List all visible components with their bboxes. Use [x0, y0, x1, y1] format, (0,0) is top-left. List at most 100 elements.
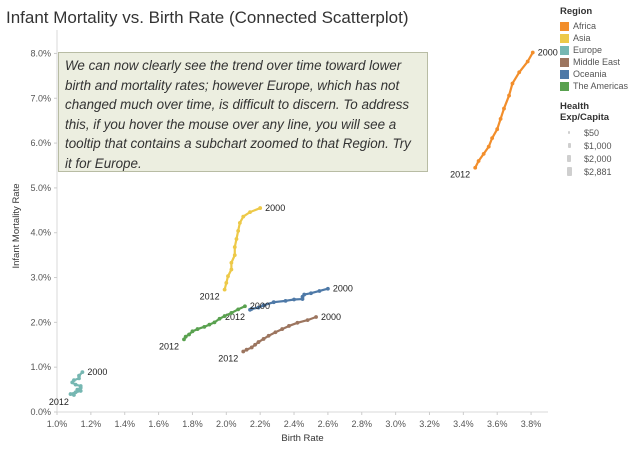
data-point-middle-east — [287, 324, 291, 328]
y-tick-label: 7.0% — [30, 93, 51, 103]
data-point-asia — [229, 260, 234, 265]
data-point-asia — [236, 229, 241, 233]
legend-item[interactable]: Asia — [560, 32, 640, 44]
data-point-middle-east — [273, 330, 278, 335]
x-tick-label: 3.4% — [453, 419, 474, 429]
legend-item[interactable]: Oceania — [560, 68, 640, 80]
data-point-europe — [77, 373, 81, 378]
data-point-europe — [78, 385, 83, 390]
x-tick-label: 3.0% — [385, 419, 406, 429]
size-legend-mark — [560, 167, 578, 176]
x-tick-label: 2.2% — [250, 419, 271, 429]
data-point-the-americas — [236, 307, 241, 312]
annotation-box: We can now clearly see the trend over ti… — [58, 52, 428, 172]
data-point-asia — [222, 287, 227, 292]
y-axis-title: Infant Mortality Rate — [11, 183, 22, 268]
data-point-europe — [72, 393, 76, 397]
y-tick-label: 8.0% — [30, 48, 51, 58]
legend-swatch — [560, 69, 569, 79]
data-point-africa — [507, 93, 511, 98]
size-legend-mark — [560, 143, 578, 148]
legend-label: Africa — [573, 21, 597, 31]
data-point-asia — [237, 220, 242, 225]
data-point-middle-east — [244, 347, 249, 352]
data-point-the-americas — [222, 314, 227, 318]
legend-item[interactable]: Europe — [560, 44, 640, 56]
data-point-oceania — [300, 297, 305, 301]
data-point-middle-east — [266, 333, 271, 338]
legend-item[interactable]: Middle East — [560, 56, 640, 68]
legend-label: Oceania — [573, 69, 607, 79]
data-point-africa — [530, 50, 535, 55]
data-point-the-americas — [202, 324, 207, 329]
data-point-europe — [78, 389, 83, 393]
legend-item[interactable]: The Americas — [560, 80, 640, 92]
data-point-the-americas — [190, 329, 195, 334]
data-point-oceania — [309, 291, 313, 296]
legend-swatch — [560, 81, 569, 91]
data-point-europe — [73, 382, 78, 387]
size-legend-item: $2,881 — [560, 165, 640, 178]
data-point-middle-east — [305, 318, 310, 323]
end-year-label-europe: 2012 — [49, 397, 69, 407]
data-point-the-americas — [187, 332, 191, 337]
data-point-asia — [258, 206, 263, 210]
end-year-label-oceania: 2012 — [225, 312, 245, 322]
region-legend-list: Africa Asia Europe Middle East Oceania The Am… — [560, 20, 640, 92]
y-tick-label: 3.0% — [30, 273, 51, 283]
start-year-label-africa: 2000 — [538, 48, 558, 58]
legend-swatch — [560, 21, 569, 31]
legend-item[interactable]: Africa — [560, 20, 640, 32]
x-tick-label: 1.4% — [114, 419, 135, 429]
x-axis-title: Birth Rate — [281, 433, 323, 444]
data-point-middle-east — [256, 340, 261, 344]
x-tick-label: 2.8% — [352, 419, 373, 429]
data-point-the-americas — [182, 337, 186, 342]
size-legend-item: $2,000 — [560, 152, 640, 165]
legend-swatch — [560, 57, 569, 67]
legend-label: Asia — [573, 33, 591, 43]
data-point-europe — [80, 370, 85, 375]
data-point-africa — [473, 165, 478, 170]
start-year-label-oceania: 2000 — [333, 284, 353, 294]
size-legend-list: $50 $1,000 $2,000 $2,881 — [560, 126, 640, 178]
end-year-label-africa: 2012 — [450, 170, 470, 180]
end-year-label-asia: 2012 — [200, 292, 220, 302]
x-tick-label: 2.6% — [318, 419, 339, 429]
size-legend-item: $1,000 — [560, 139, 640, 152]
data-point-europe — [77, 376, 81, 381]
data-point-asia — [248, 210, 252, 215]
series-line-asia — [223, 207, 261, 290]
y-tick-label: 2.0% — [30, 317, 51, 327]
data-point-oceania — [292, 297, 296, 302]
legend: Region Africa Asia Europe Middle East Oceani… — [560, 6, 640, 178]
data-point-middle-east — [249, 345, 254, 350]
x-tick-label: 1.6% — [148, 419, 169, 429]
size-legend-mark — [560, 131, 578, 134]
legend-label: Middle East — [573, 57, 621, 67]
data-point-the-americas — [195, 327, 200, 331]
legend-label: The Americas — [573, 81, 629, 91]
y-tick-label: 6.0% — [30, 138, 51, 148]
data-point-middle-east — [314, 315, 318, 319]
data-point-africa — [495, 127, 500, 132]
legend-label: Europe — [573, 45, 603, 55]
size-legend-label: $1,000 — [584, 140, 612, 151]
start-year-label-asia: 2000 — [265, 203, 285, 213]
size-legend-label: $50 — [584, 127, 600, 138]
data-point-europe — [68, 392, 73, 396]
data-point-africa — [525, 59, 530, 64]
y-tick-label: 5.0% — [30, 183, 51, 193]
start-year-label-the-americas: 2000 — [250, 301, 270, 311]
data-point-middle-east — [295, 320, 300, 325]
x-tick-label: 2.4% — [284, 419, 305, 429]
size-legend-title: Health Exp/Capita — [560, 101, 610, 123]
size-legend-label: $2,881 — [584, 166, 612, 177]
legend-swatch — [560, 33, 569, 43]
data-point-middle-east — [253, 342, 257, 347]
data-point-africa — [486, 144, 491, 149]
size-legend-mark — [560, 155, 578, 162]
data-point-africa — [498, 116, 503, 121]
data-point-oceania — [248, 307, 252, 312]
data-point-the-americas — [217, 316, 222, 321]
